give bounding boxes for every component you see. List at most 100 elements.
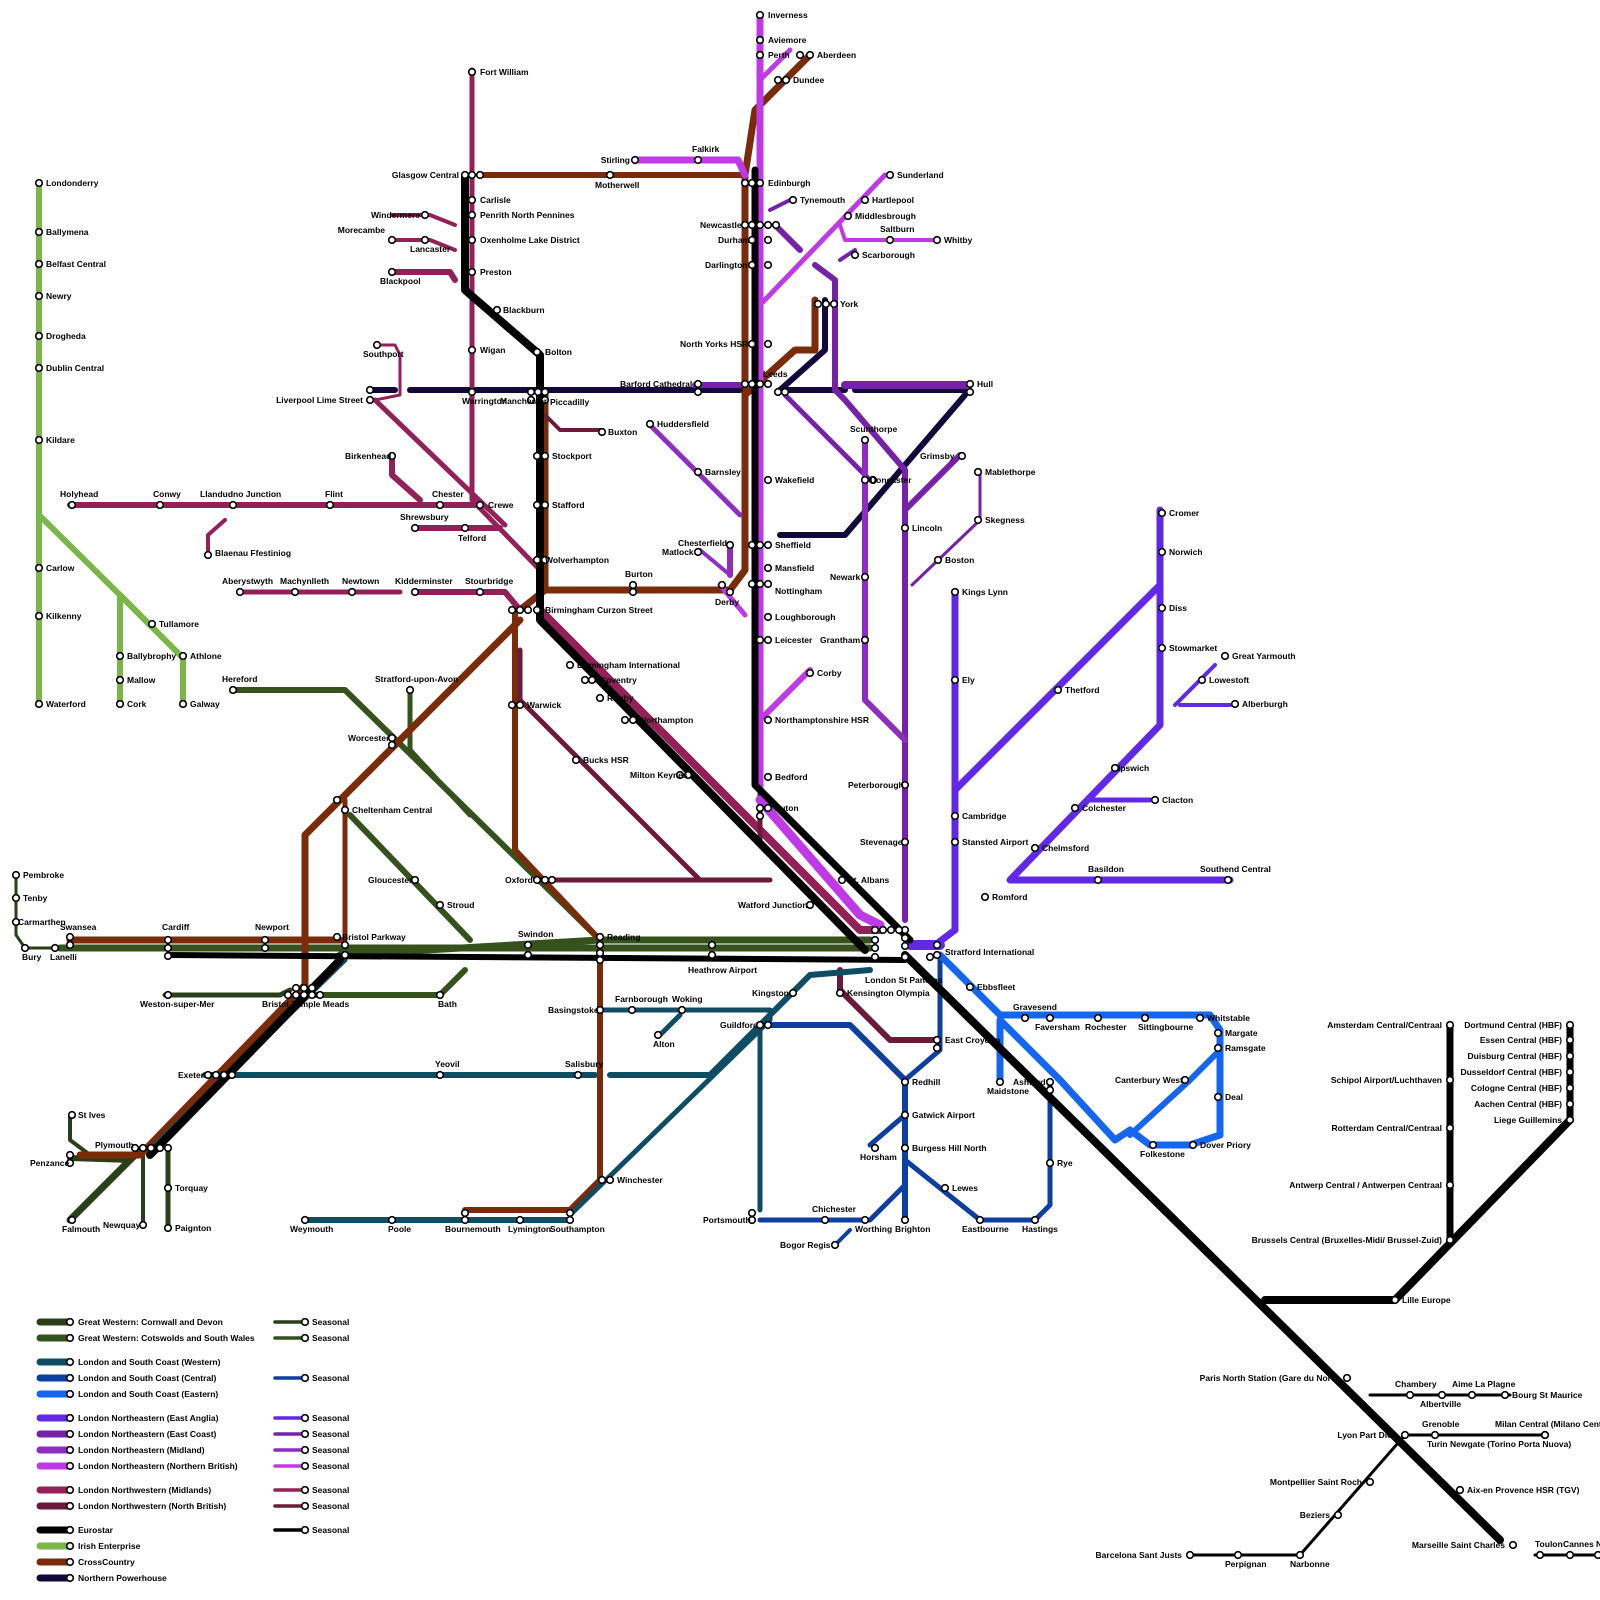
station-marker[interactable]: [1565, 1083, 1575, 1093]
station-marker[interactable]: [1197, 675, 1207, 685]
station-marker[interactable]: [747, 1215, 757, 1225]
station-label[interactable]: Northampton: [640, 715, 693, 725]
station-marker[interactable]: [11, 917, 21, 927]
station-label[interactable]: London St Pancras: [865, 975, 943, 985]
station-marker[interactable]: [821, 299, 831, 309]
station-marker[interactable]: [747, 540, 757, 550]
station-marker[interactable]: [34, 178, 44, 188]
station-marker[interactable]: [755, 540, 765, 550]
station-label[interactable]: Sittingbourne: [1138, 1022, 1194, 1032]
station-label[interactable]: Lewes: [952, 1183, 978, 1193]
station-marker[interactable]: [773, 387, 783, 397]
station-marker[interactable]: [795, 50, 805, 60]
station-marker[interactable]: [950, 675, 960, 685]
station-label[interactable]: Leeds: [763, 369, 788, 379]
station-label[interactable]: Ebbsfleet: [977, 982, 1015, 992]
station-label[interactable]: St Ives: [78, 1110, 106, 1120]
station-label[interactable]: Tenby: [23, 893, 48, 903]
station-label[interactable]: Shrewsbury: [400, 512, 449, 522]
station-marker[interactable]: [940, 1183, 950, 1193]
station-label[interactable]: Newcastle: [700, 220, 742, 230]
station-marker[interactable]: [1110, 763, 1120, 773]
station-marker[interactable]: [565, 1208, 575, 1218]
station-marker[interactable]: [460, 170, 470, 180]
station-label[interactable]: Manchester: [500, 396, 548, 406]
station-marker[interactable]: [1593, 1550, 1600, 1560]
station-label[interactable]: Corby: [817, 668, 842, 678]
station-marker[interactable]: [475, 500, 485, 510]
station-marker[interactable]: [565, 1215, 575, 1225]
station-label[interactable]: Basingstoke: [548, 1005, 599, 1015]
station-label[interactable]: Milton Keynes: [630, 770, 688, 780]
station-label[interactable]: Flint: [325, 489, 343, 499]
station-label[interactable]: Salisbury: [565, 1059, 604, 1069]
station-marker[interactable]: [1233, 1550, 1243, 1560]
station-label[interactable]: Cork: [127, 699, 147, 709]
station-marker[interactable]: [1213, 1043, 1223, 1053]
station-label[interactable]: Newquay: [103, 1220, 141, 1230]
station-label[interactable]: Newark: [830, 572, 861, 582]
station-marker[interactable]: [763, 379, 773, 389]
station-label[interactable]: Machynlleth: [280, 576, 329, 586]
station-label[interactable]: Ballymena: [46, 227, 89, 237]
station-marker[interactable]: [1565, 1099, 1575, 1109]
station-marker[interactable]: [467, 267, 477, 277]
station-label[interactable]: Newtown: [342, 576, 379, 586]
station-marker[interactable]: [307, 990, 317, 1000]
station-marker[interactable]: [900, 941, 910, 951]
station-marker[interactable]: [460, 1208, 470, 1218]
station-marker[interactable]: [540, 875, 550, 885]
station-marker[interactable]: [597, 427, 607, 437]
station-label[interactable]: Darlington: [705, 260, 748, 270]
station-label[interactable]: Bolton: [545, 347, 572, 357]
station-marker[interactable]: [34, 259, 44, 269]
station-label[interactable]: Toulon: [1535, 1539, 1563, 1549]
station-label[interactable]: Middlesbrough: [855, 211, 916, 221]
station-marker[interactable]: [763, 235, 773, 245]
station-marker[interactable]: [460, 523, 470, 533]
station-label[interactable]: Dusseldorf Central (HBF): [1460, 1067, 1562, 1077]
station-label[interactable]: Hull: [977, 379, 993, 389]
station-marker[interactable]: [410, 523, 420, 533]
station-label[interactable]: Gloucester: [368, 875, 413, 885]
station-marker[interactable]: [115, 675, 125, 685]
station-label[interactable]: Mallow: [127, 675, 156, 685]
station-marker[interactable]: [291, 983, 301, 993]
station-marker[interactable]: [147, 619, 157, 629]
station-marker[interactable]: [1445, 1123, 1455, 1133]
station-label[interactable]: Newry: [46, 291, 72, 301]
station-marker[interactable]: [332, 932, 342, 942]
station-label[interactable]: Carmarthen: [18, 917, 66, 927]
station-marker[interactable]: [532, 451, 542, 461]
station-marker[interactable]: [163, 943, 173, 953]
station-label[interactable]: Duisburg Central (HBF): [1468, 1051, 1563, 1061]
station-label[interactable]: Penrith North Pennines: [480, 210, 575, 220]
station-marker[interactable]: [526, 395, 536, 405]
station-label[interactable]: Bristol Parkway: [342, 932, 406, 942]
station-label[interactable]: Horsham: [860, 1152, 897, 1162]
station-marker[interactable]: [11, 870, 21, 880]
station-marker[interactable]: [410, 587, 420, 597]
station-label[interactable]: Waterford: [46, 699, 86, 709]
station-label[interactable]: Bath: [438, 999, 457, 1009]
station-label[interactable]: Dublin Central: [46, 363, 104, 373]
station-label[interactable]: Stansted Airport: [962, 837, 1028, 847]
station-marker[interactable]: [571, 755, 581, 765]
station-marker[interactable]: [467, 210, 477, 220]
station-marker[interactable]: [868, 475, 878, 485]
station-label[interactable]: Ballybrophy: [127, 651, 176, 661]
station-marker[interactable]: [620, 715, 630, 725]
station-marker[interactable]: [507, 700, 517, 710]
station-marker[interactable]: [1045, 1158, 1055, 1168]
station-marker[interactable]: [755, 1020, 765, 1030]
station-label[interactable]: Hartlepool: [872, 195, 914, 205]
station-marker[interactable]: [860, 635, 870, 645]
station-marker[interactable]: [1157, 643, 1167, 653]
station-marker[interactable]: [203, 550, 213, 560]
station-marker[interactable]: [523, 950, 533, 960]
station-marker[interactable]: [163, 951, 173, 961]
station-marker[interactable]: [1500, 1390, 1510, 1400]
station-label[interactable]: Dover Priory: [1200, 1140, 1251, 1150]
station-marker[interactable]: [34, 291, 44, 301]
station-marker[interactable]: [540, 395, 550, 405]
